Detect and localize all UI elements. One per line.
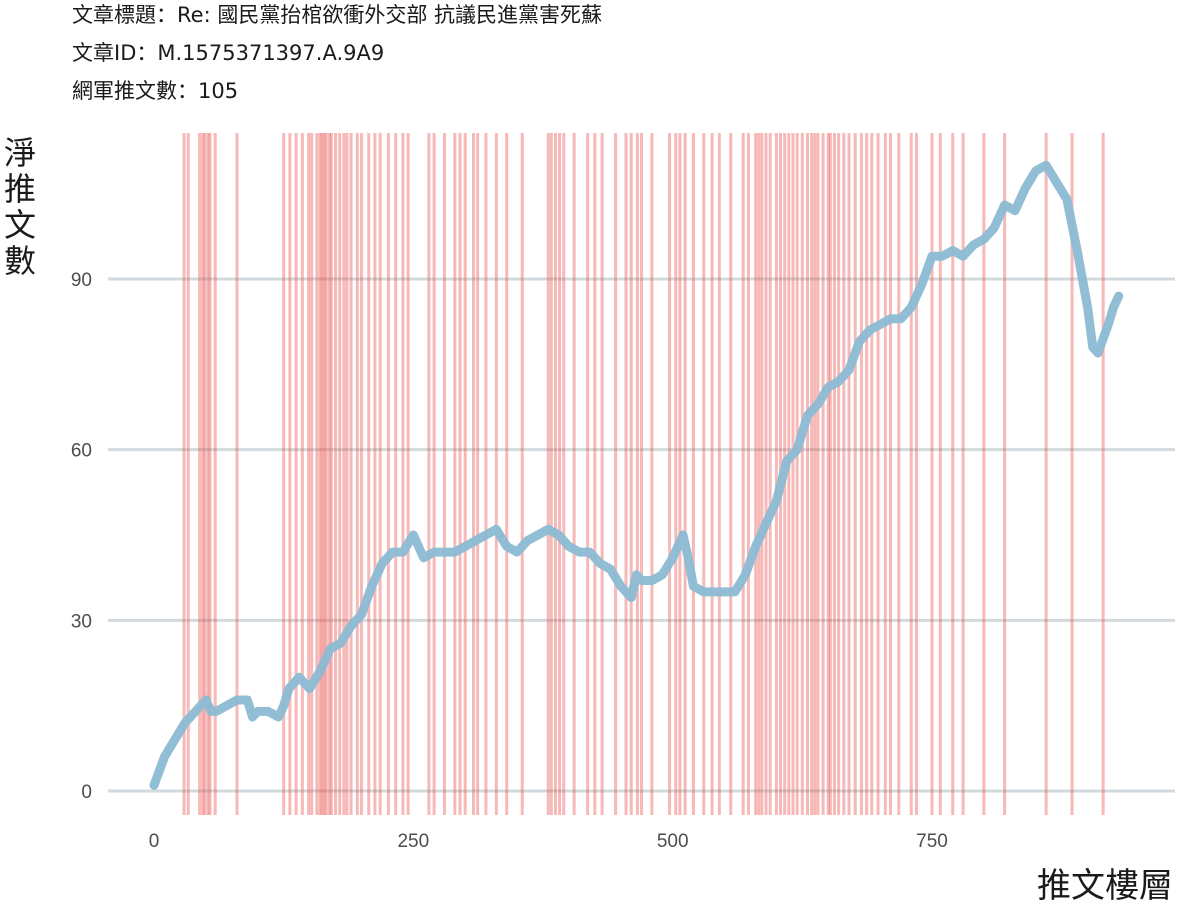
net-push-line (149, 160, 1124, 790)
y-axis-label-char: 數 (3, 242, 36, 280)
y-tick-label: 60 (71, 441, 92, 462)
y-axis-label-char: 推 (3, 170, 36, 208)
y-tick-label: 0 (81, 782, 92, 803)
post-id: 文章ID：M.1575371397.A.9A9 (72, 41, 385, 65)
post-info-header: 文章標題：Re: 國民黨抬棺欲衝外交部 抗議民進黨害死蘇 文章ID：M.1575… (72, 0, 602, 114)
y-tick-label: 90 (71, 270, 92, 291)
y-axis-label-char: 淨 (3, 134, 36, 172)
troll-push-count: 網軍推文數：105 (72, 79, 239, 103)
x-tick-label: 750 (916, 831, 948, 852)
x-tick-label: 250 (397, 831, 429, 852)
x-tick-label: 500 (657, 831, 689, 852)
y-axis-label: 淨推文數 (0, 135, 40, 279)
x-tick-label: 0 (149, 831, 160, 852)
post-title: 文章標題：Re: 國民黨抬棺欲衝外交部 抗議民進黨害死蘇 (72, 3, 602, 27)
y-axis-label-char: 文 (3, 206, 36, 244)
y-tick-label: 30 (71, 611, 92, 632)
